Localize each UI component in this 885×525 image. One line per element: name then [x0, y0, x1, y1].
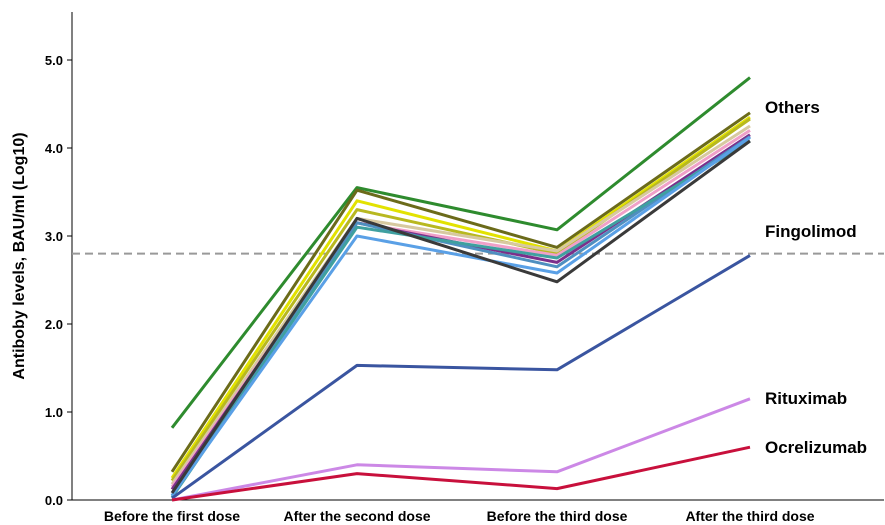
series-line-12 [171, 254, 751, 500]
series-line-8 [170, 135, 751, 497]
y-tick-label: 3.0 [45, 229, 63, 244]
x-tick-label: Before the first dose [104, 508, 240, 524]
annotation-others: Others [765, 98, 820, 117]
series-line-1 [170, 76, 751, 429]
annotation-rituximab: Rituximab [765, 389, 847, 408]
annotation-ocrelizumab: Ocrelizumab [765, 438, 867, 457]
series-lines [170, 76, 751, 502]
y-ticks: 0.0 1.0 2.0 3.0 4.0 5.0 [45, 53, 72, 508]
y-tick-label: 5.0 [45, 53, 63, 68]
series-line-2 [170, 111, 751, 473]
x-tick-label: After the second dose [283, 508, 430, 524]
series-line-9 [170, 139, 751, 499]
x-categories: Before the first dose After the second do… [104, 508, 815, 524]
y-tick-label: 4.0 [45, 141, 63, 156]
series-line-3 [170, 115, 751, 479]
series-line-5 [170, 124, 751, 486]
axes [71, 12, 884, 501]
y-tick-label: 1.0 [45, 405, 63, 420]
x-tick-label: Before the third dose [487, 508, 628, 524]
series-line-13 [171, 397, 751, 502]
annotations: Others Fingolimod Rituximab Ocrelizumab [765, 98, 867, 457]
series-line-14 [171, 445, 751, 502]
x-tick-label: After the third dose [685, 508, 814, 524]
series-line-11 [170, 139, 751, 494]
y-tick-label: 2.0 [45, 317, 63, 332]
series-line-4 [170, 117, 751, 482]
series-line-10 [170, 136, 751, 497]
y-tick-label: 0.0 [45, 493, 63, 508]
y-axis-label: Antiboby levels, BAU/ml (Log10) [11, 132, 28, 379]
annotation-fingolimod: Fingolimod [765, 222, 857, 241]
